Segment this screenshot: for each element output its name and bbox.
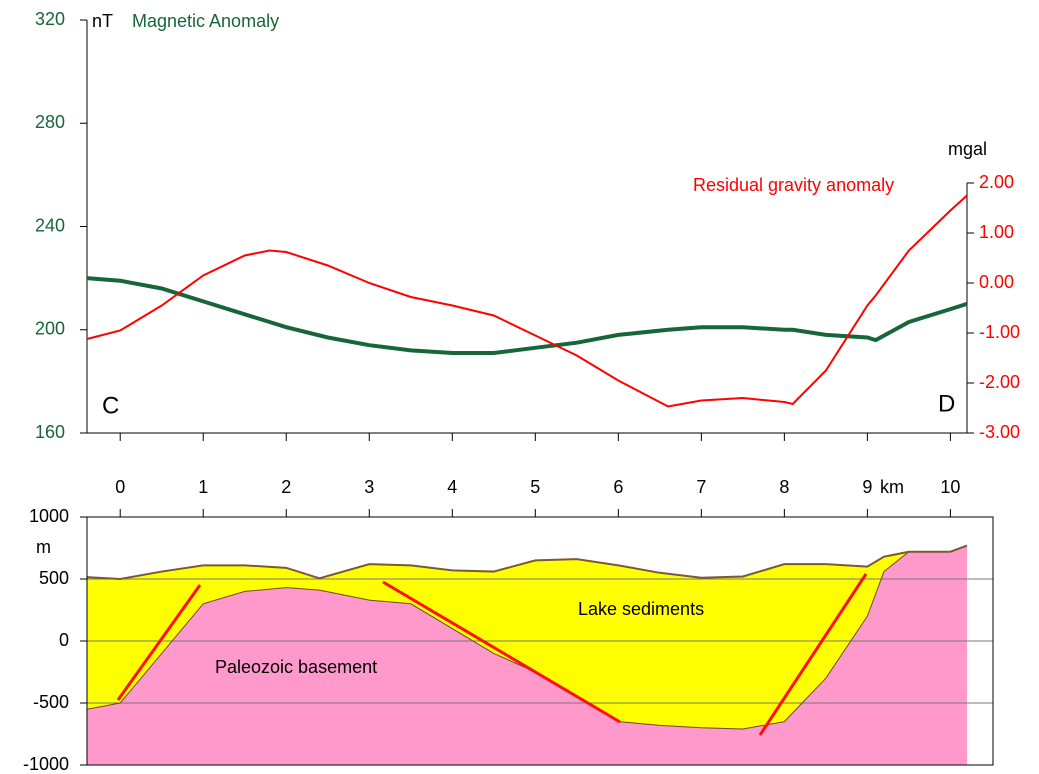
y-tick-label: 500 [39, 568, 69, 588]
y-tick-label: -1000 [23, 754, 69, 774]
y-tick-label: 200 [35, 319, 65, 339]
x-tick-label: 3 [364, 477, 374, 497]
surface-line [86, 544, 968, 581]
section-layer: -1000 -500 0 500 1000 Lake sediments Paleozoic… [23, 506, 994, 774]
right-unit: mgal [948, 139, 987, 159]
fault [758, 573, 868, 736]
y2-tick-label: 2.00 [979, 172, 1014, 192]
end-label: D [938, 390, 955, 417]
x-tick-label: 5 [530, 477, 540, 497]
y2-tick-label: -3.00 [979, 422, 1020, 442]
y2-tick-label: -2.00 [979, 372, 1020, 392]
y-tick-label: 0 [59, 630, 69, 650]
y-tick-label: 320 [35, 9, 65, 29]
y2-tick-label: 1.00 [979, 222, 1014, 242]
y-tick-label: 160 [35, 422, 65, 442]
x-tick-label: 10 [940, 477, 960, 497]
x-unit: km [880, 477, 904, 497]
fault [116, 584, 202, 701]
fault [382, 580, 621, 724]
x-tick-label: 9 [862, 477, 872, 497]
y-tick-label: 240 [35, 215, 65, 235]
start-label: C [102, 392, 119, 419]
y-unit: m [36, 537, 51, 557]
x-tick-label: 0 [115, 477, 125, 497]
left-unit: nT [92, 11, 113, 31]
series-label: Residual gravity anomaly [693, 175, 894, 195]
data-line [86, 194, 968, 408]
y2-tick-label: -1.00 [979, 322, 1020, 342]
layer-label: Lake sediments [578, 599, 704, 619]
y-tick-label: 280 [35, 112, 65, 132]
y-tick-label: 1000 [29, 506, 69, 526]
y-tick-label: -500 [33, 692, 69, 712]
layer-label: Paleozoic basement [215, 657, 377, 677]
x-tick-label: 6 [613, 477, 623, 497]
x-tick-label: 4 [447, 477, 457, 497]
x-tick-label: 8 [779, 477, 789, 497]
sediment-area [87, 545, 967, 729]
x-tick-label: 2 [281, 477, 291, 497]
data-line [86, 276, 968, 355]
y2-tick-label: 0.00 [979, 272, 1014, 292]
x-tick-label: 7 [696, 477, 706, 497]
x-tick-label: 1 [198, 477, 208, 497]
basement-area [87, 545, 967, 765]
left-axis-title: Magnetic Anomaly [132, 11, 279, 31]
section-frame [86, 516, 994, 766]
